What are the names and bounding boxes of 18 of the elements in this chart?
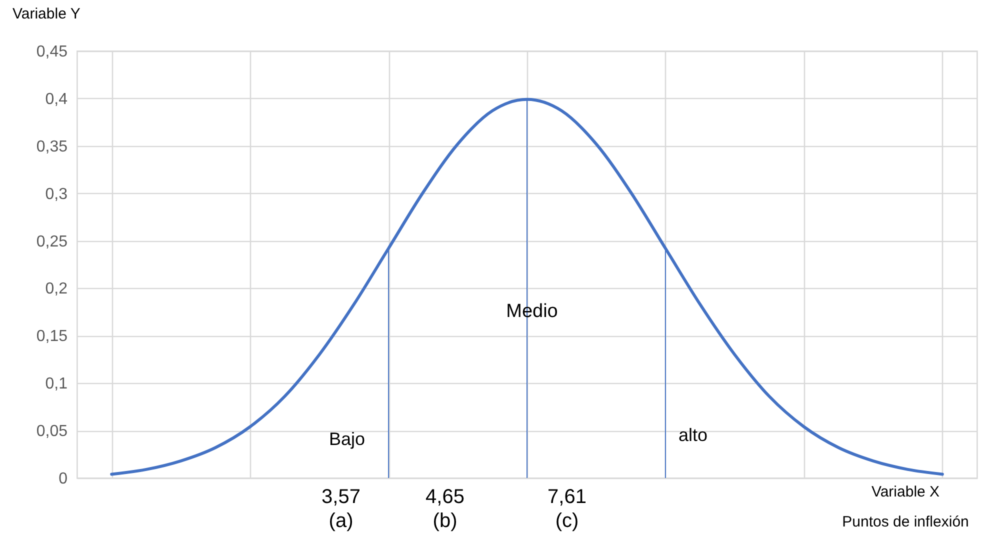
y-tick-label: 0	[58, 470, 68, 488]
text: 4,65 (b)	[426, 486, 464, 532]
y-tick-label: 0,25	[36, 233, 68, 250]
y-tick-label: 0,1	[45, 376, 68, 393]
x-axis-title: Variable X Puntos de inflexión	[842, 484, 969, 530]
y-axis-title: Variable Y	[12, 6, 80, 22]
y-tick-label: 0,4	[45, 90, 68, 108]
line-series	[110, 98, 944, 476]
y-tick-label: 0,2	[45, 280, 68, 298]
y-tick-label: 0,15	[36, 328, 68, 346]
text: 7,61 (c)	[548, 486, 586, 532]
y-tick-label: 0,05	[36, 423, 68, 440]
annotation: alto	[678, 425, 708, 445]
text: 3,57 (a)	[322, 486, 360, 532]
y-tick-label: 0,3	[45, 186, 68, 203]
y-tick-label: 0,45	[36, 44, 68, 60]
annotation: Bajo	[328, 429, 366, 449]
y-tick-label: 0,35	[36, 138, 68, 156]
